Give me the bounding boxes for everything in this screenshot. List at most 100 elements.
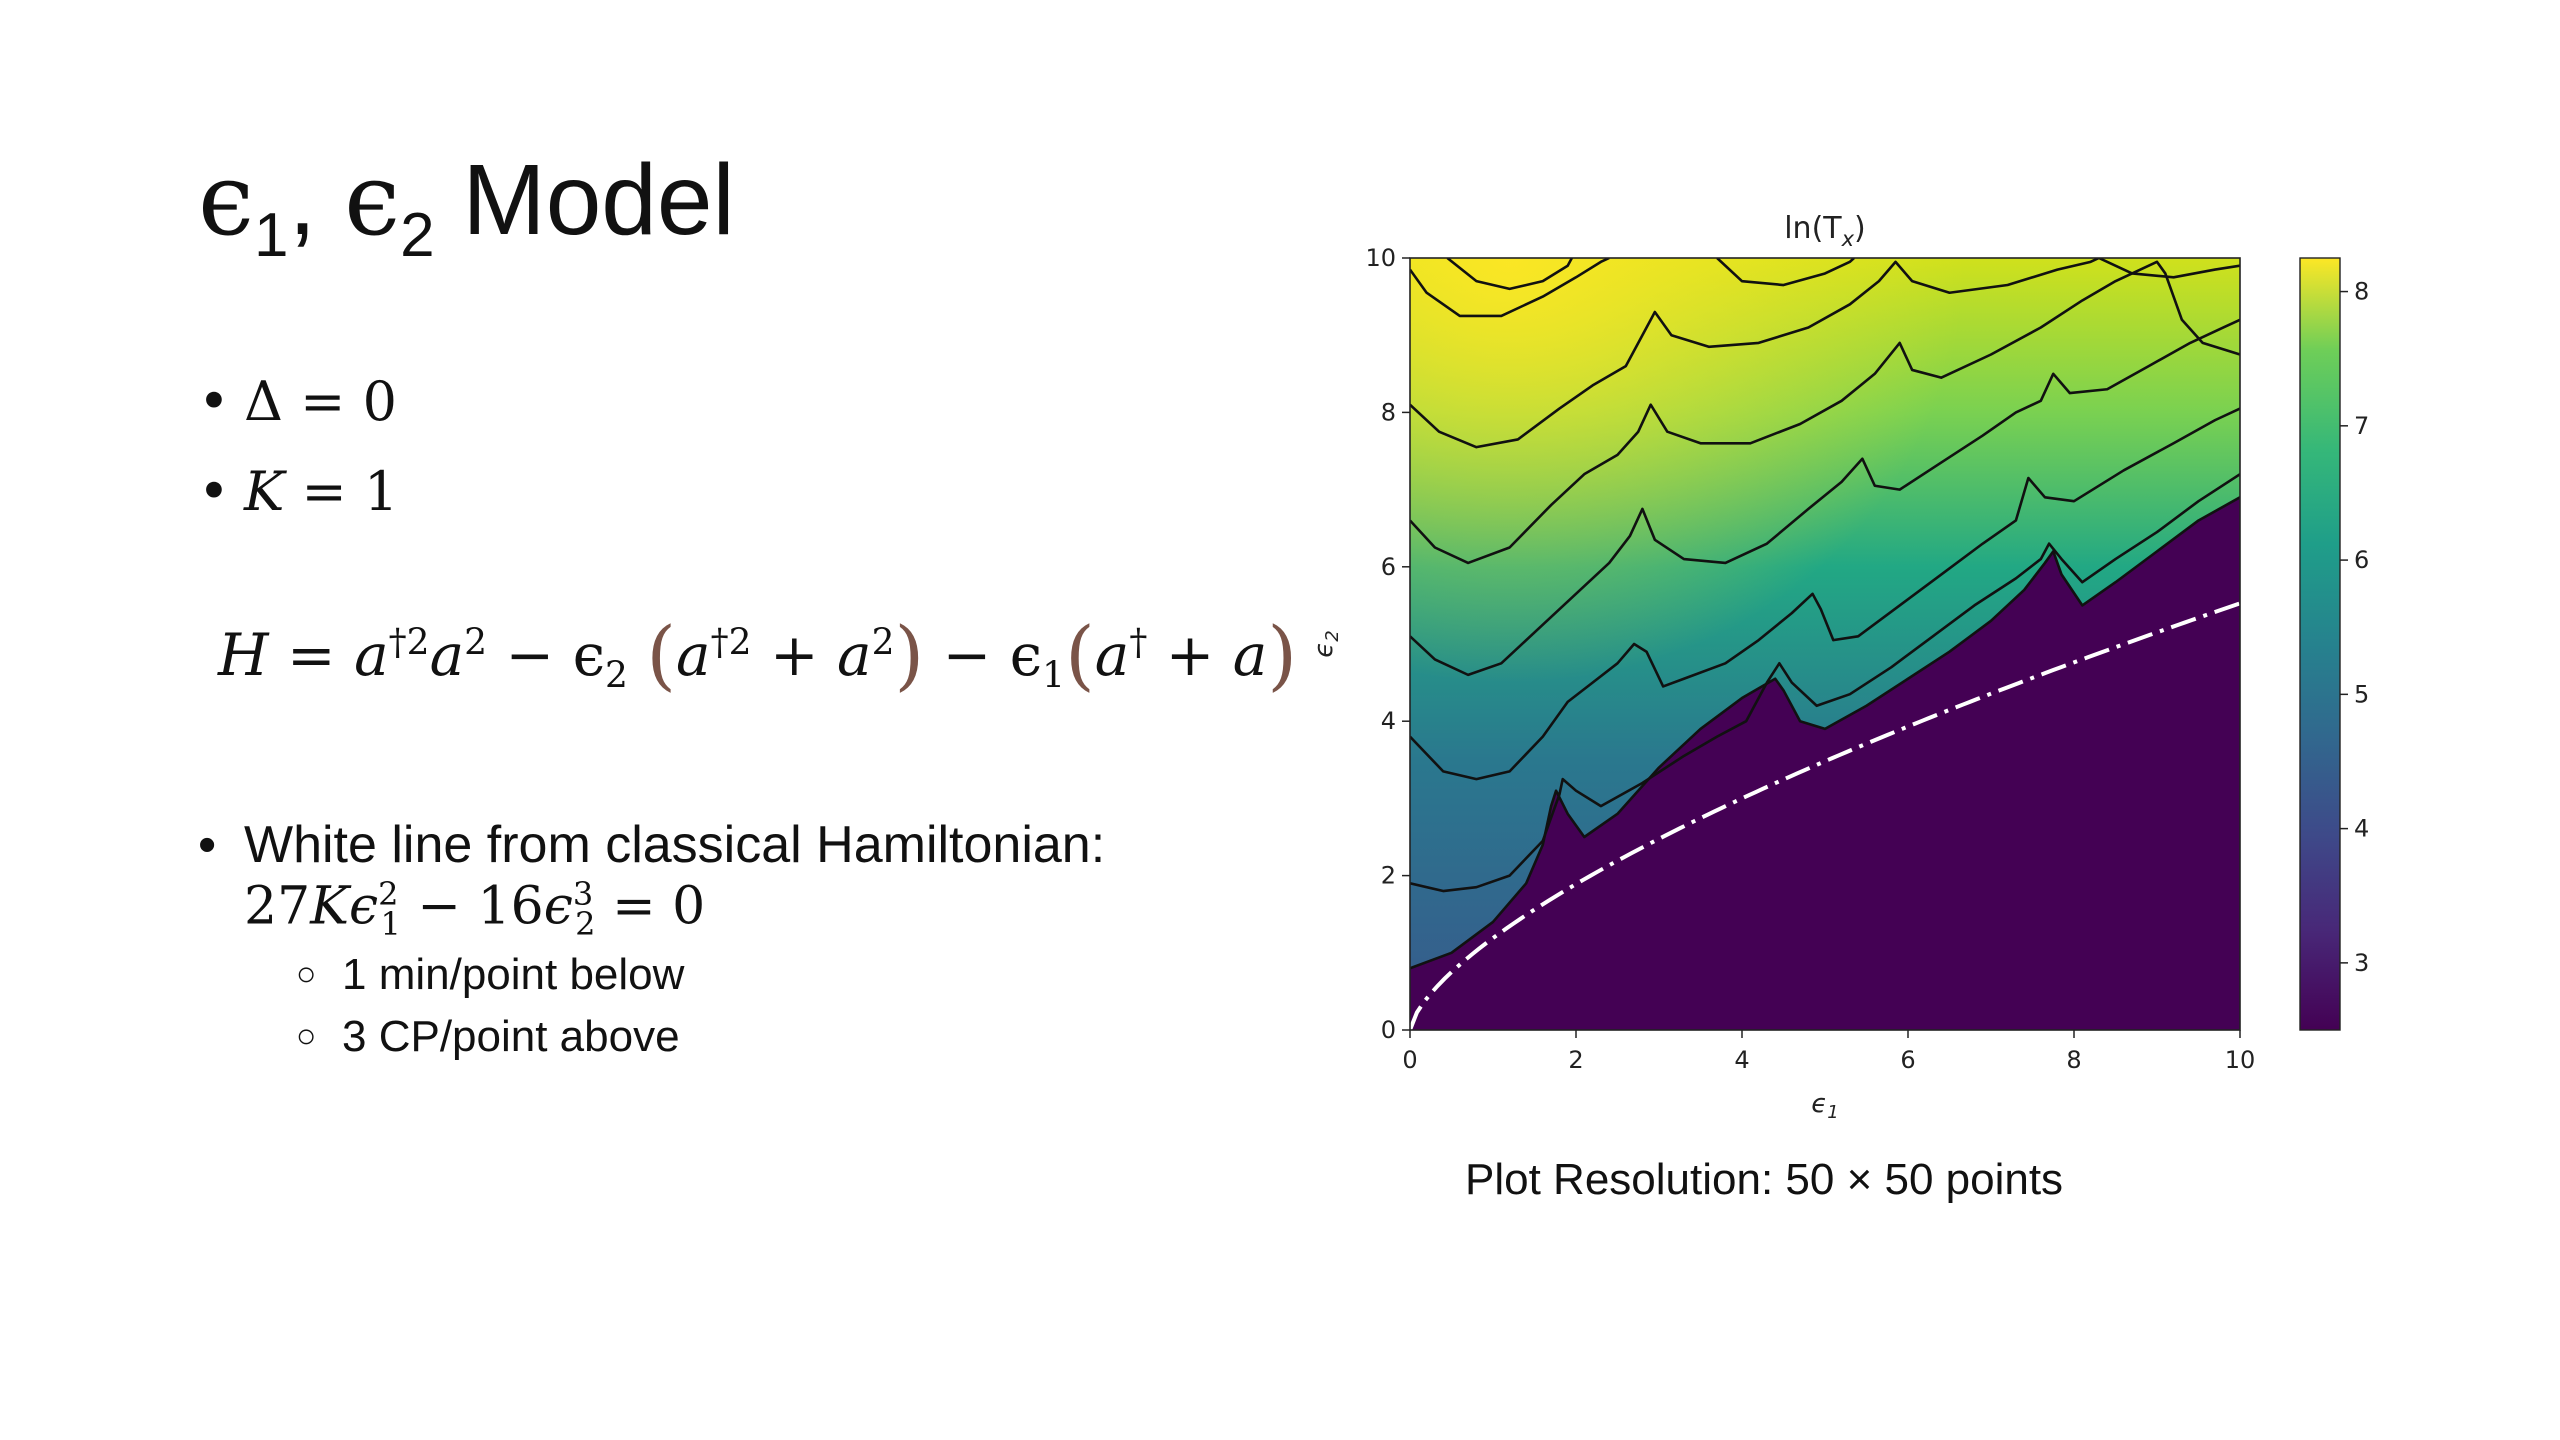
- chart-title: ln(Tx): [1784, 211, 1866, 251]
- sub-bullet-below: ○ 1 min/point below: [296, 950, 684, 1000]
- y-tick-label: 8: [1381, 398, 1396, 426]
- eq-a: a: [1232, 621, 1268, 689]
- classical-white-line: [1410, 601, 2240, 1030]
- formula-epsilon2: ϵ: [543, 876, 573, 937]
- x-tick-label: 6: [1900, 1046, 1915, 1074]
- eq-sub: 1: [1042, 655, 1066, 697]
- formula-epsilon1: ϵ: [349, 876, 379, 937]
- contour-line: [1410, 407, 2240, 781]
- eq-a: a: [429, 621, 465, 689]
- x-tick-label: 8: [2066, 1046, 2081, 1074]
- eq-sup: 2: [871, 622, 895, 664]
- x-tick-label: 10: [2225, 1046, 2256, 1074]
- eq-sup: †2: [710, 622, 752, 664]
- x-tick-label: 4: [1734, 1046, 1749, 1074]
- x-tick-label: 2: [1568, 1046, 1583, 1074]
- colorbar: [2299, 257, 2341, 1031]
- delta-equals: =: [300, 370, 346, 433]
- eq-minus: −: [505, 621, 555, 689]
- contour-line: [1410, 260, 2240, 565]
- sub-bullet-above: ○ 3 CP/point above: [296, 1012, 680, 1062]
- x-axis-ticks: 0 2 4 6 8 10: [1402, 1030, 2255, 1074]
- y-tick-label: 10: [1365, 244, 1396, 272]
- bullet-dot: •: [198, 460, 230, 523]
- formula-sub: 2: [575, 904, 596, 943]
- colorbar-tick-label: 6: [2354, 546, 2369, 574]
- k-value: 1: [363, 460, 399, 523]
- eq-sup: 2: [464, 622, 488, 664]
- formula-coef1: 27: [244, 876, 311, 937]
- formula-rhs: 0: [672, 876, 706, 937]
- heatmap-chart: ln(Tx) 0 2 4 6 8 10 0 2 4 6 8 10 ϵ1 ϵ2 3 4 5 6 7 8: [1309, 211, 2369, 1120]
- colorbar-tick-label: 3: [2354, 949, 2369, 977]
- eq-paren: (: [1065, 610, 1095, 699]
- formula-minus: −: [417, 876, 461, 937]
- formula-sup: 3: [572, 875, 594, 913]
- colorbar-tick-label: 4: [2354, 815, 2369, 843]
- title-sub1: 1: [254, 201, 289, 270]
- eq-a: a: [837, 621, 872, 689]
- contour-line: [2098, 258, 2240, 279]
- eq-epsilon1: ϵ: [1009, 621, 1043, 689]
- bullet-dot: •: [198, 816, 217, 874]
- eq-h: H: [218, 621, 269, 689]
- eq-a: a: [354, 621, 389, 689]
- y-tick-label: 6: [1381, 553, 1396, 581]
- formula-coef2: 16: [477, 876, 544, 937]
- sub-bullet-above-text: 3 CP/point above: [342, 1012, 680, 1061]
- colorbar-ticks: 3 4 5 6 7 8: [2340, 278, 2369, 977]
- delta-value: 0: [362, 370, 397, 433]
- x-tick-label: 0: [1402, 1046, 1417, 1074]
- title-epsilon1: ϵ: [198, 141, 255, 258]
- y-axis-label: ϵ2: [1309, 630, 1343, 657]
- bullet-white-line: • White line from classical Hamiltonian:: [198, 815, 1105, 875]
- y-tick-label: 2: [1381, 862, 1396, 890]
- contour-line: [1410, 473, 2240, 893]
- delta-symbol: Δ: [244, 370, 283, 433]
- plot-frame: [1409, 257, 2241, 1031]
- contour-line: [1410, 258, 1610, 318]
- contour-line: [1410, 258, 2100, 449]
- eq-sub: 2: [605, 655, 628, 697]
- colorbar-tick-label: 7: [2354, 412, 2369, 440]
- circle-bullet-icon: ○: [296, 1017, 317, 1055]
- title-comma: ,: [288, 144, 317, 256]
- formula-k: K: [310, 876, 350, 937]
- low-value-region: [1410, 497, 2240, 1030]
- plot-resolution-caption: Plot Resolution: 50 × 50 points: [1465, 1155, 2064, 1204]
- eq-equals: =: [287, 621, 336, 689]
- colorbar-tick-label: 5: [2354, 680, 2369, 708]
- title-word: Model: [462, 144, 735, 256]
- y-axis-ticks: 0 2 4 6 8 10: [1365, 244, 1410, 1044]
- contour-lines: [1410, 258, 2240, 970]
- contour-line: [1410, 318, 2240, 677]
- title-sub2: 2: [400, 201, 435, 270]
- eq-plus: +: [1165, 621, 1215, 689]
- slide-title: ϵ1, ϵ2 Model: [198, 150, 735, 267]
- contour-line: [1716, 258, 1855, 287]
- sub-bullet-below-text: 1 min/point below: [342, 950, 685, 999]
- plot-area: [1410, 258, 2240, 1030]
- y-tick-label: 0: [1381, 1016, 1396, 1044]
- colorbar-tick-label: 8: [2354, 278, 2369, 306]
- eq-minus: −: [942, 621, 992, 689]
- bullet-k: • K = 1: [198, 460, 398, 523]
- eq-sup: †2: [388, 622, 430, 664]
- x-axis-label: ϵ1: [1811, 1089, 1838, 1120]
- hamiltonian-equation: H = a†2a2 − ϵ2 (a†2 + a2) − ϵ1(a† + a): [218, 610, 1297, 699]
- eq-plus: +: [769, 621, 819, 689]
- eq-epsilon2: ϵ: [572, 621, 606, 689]
- title-epsilon2: ϵ: [344, 141, 401, 258]
- formula-equals: =: [612, 876, 656, 937]
- formula-sub: 1: [380, 904, 401, 943]
- classical-formula: 27Kϵ21 − 16ϵ32 = 0: [244, 875, 705, 943]
- eq-sup: †: [1129, 622, 1148, 664]
- circle-bullet-icon: ○: [296, 955, 317, 993]
- eq-paren: ): [1267, 610, 1298, 699]
- bullet-delta: • Δ = 0: [198, 370, 397, 433]
- white-line-text: White line from classical Hamiltonian:: [244, 816, 1106, 874]
- contour-line: [1410, 496, 2240, 970]
- eq-paren: ): [894, 610, 925, 699]
- k-equals: =: [301, 460, 347, 523]
- formula-sup: 2: [378, 875, 399, 913]
